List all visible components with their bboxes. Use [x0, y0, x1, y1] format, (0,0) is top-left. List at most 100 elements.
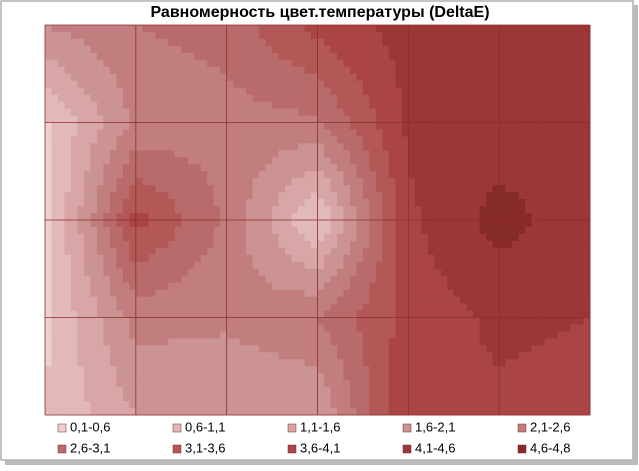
contour-cell [207, 164, 215, 172]
contour-cell [45, 282, 52, 291]
contour-cell [291, 296, 299, 304]
contour-cell [109, 254, 117, 263]
contour-cell [440, 254, 448, 263]
contour-cell [194, 178, 202, 186]
contour-cell [388, 199, 396, 207]
contour-cell [168, 185, 176, 193]
contour-cell [226, 31, 234, 40]
contour-cell [220, 282, 228, 291]
contour-cell [194, 52, 202, 61]
contour-cell [174, 94, 182, 102]
contour-cell [207, 108, 215, 116]
contour-cell [538, 87, 545, 96]
contour-cell [362, 87, 370, 96]
contour-cell [174, 317, 182, 325]
contour-cell [109, 178, 117, 186]
contour-cell [401, 45, 409, 54]
contour-cell [395, 122, 403, 130]
contour-cell [518, 66, 526, 75]
contour-cell [570, 261, 578, 270]
legend-swatch [402, 423, 412, 433]
contour-cell [512, 366, 520, 374]
contour-cell [369, 317, 377, 325]
contour-cell [349, 192, 357, 200]
contour-cell [161, 366, 169, 374]
contour-cell [336, 226, 344, 235]
contour-cell [564, 352, 571, 360]
contour-cell [362, 31, 370, 40]
contour-cell [414, 261, 422, 270]
contour-cell [291, 45, 299, 54]
contour-cell [486, 87, 494, 96]
contour-cell [77, 164, 85, 172]
contour-cell [538, 233, 545, 242]
contour-cell [45, 213, 52, 221]
contour-cell [161, 101, 169, 109]
contour-cell [466, 296, 474, 304]
contour-cell [174, 73, 182, 82]
contour-cell [323, 296, 331, 304]
contour-cell [395, 213, 403, 221]
contour-cell [388, 66, 396, 75]
contour-cell [486, 408, 494, 416]
contour-cell [531, 261, 539, 270]
contour-cell [285, 359, 292, 367]
contour-cell [272, 150, 279, 158]
contour-cell [466, 282, 474, 291]
contour-cell [135, 359, 143, 367]
contour-cell [122, 317, 130, 325]
contour-cell [174, 373, 182, 381]
contour-cell [168, 387, 176, 395]
contour-cell [427, 206, 435, 214]
contour-cell [499, 31, 507, 40]
contour-cell [460, 80, 468, 89]
contour-cell [148, 185, 156, 193]
contour-cell [90, 359, 98, 367]
contour-cell [135, 282, 143, 291]
contour-cell [369, 254, 377, 263]
contour-cell [148, 38, 156, 47]
contour-cell [382, 31, 390, 40]
contour-cell [265, 220, 273, 228]
contour-cell [362, 136, 370, 144]
contour-cell [213, 408, 221, 416]
contour-cell [388, 296, 396, 304]
contour-cell [336, 240, 344, 249]
contour-cell [265, 108, 273, 116]
contour-cell [272, 52, 279, 61]
contour-cell [557, 366, 565, 374]
contour-cell [298, 45, 305, 54]
contour-cell [207, 226, 215, 235]
contour-cell [155, 220, 163, 228]
contour-cell [401, 331, 409, 339]
contour-cell [427, 129, 435, 137]
contour-cell [440, 31, 448, 40]
contour-cell [473, 143, 481, 151]
contour-cell [174, 268, 182, 277]
contour-cell [362, 108, 370, 116]
contour-cell [564, 101, 571, 109]
contour-cell [129, 136, 137, 144]
contour-cell [479, 129, 487, 137]
contour-cell [96, 157, 104, 165]
contour-cell [83, 45, 91, 54]
contour-cell [356, 143, 364, 151]
contour-cell [220, 185, 228, 193]
contour-cell [564, 150, 571, 158]
contour-cell [90, 73, 98, 82]
contour-cell [486, 206, 494, 214]
contour-cell [369, 129, 377, 137]
contour-cell [473, 192, 481, 200]
contour-cell [265, 359, 273, 367]
contour-cell [155, 233, 163, 242]
contour-cell [473, 380, 481, 388]
contour-cell [486, 59, 494, 68]
contour-cell [194, 275, 202, 284]
contour-cell [265, 401, 273, 409]
contour-cell [174, 408, 182, 416]
contour-cell [336, 359, 344, 367]
contour-cell [388, 317, 396, 325]
contour-cell [252, 359, 260, 367]
contour-cell [77, 282, 85, 291]
contour-cell [187, 233, 195, 242]
